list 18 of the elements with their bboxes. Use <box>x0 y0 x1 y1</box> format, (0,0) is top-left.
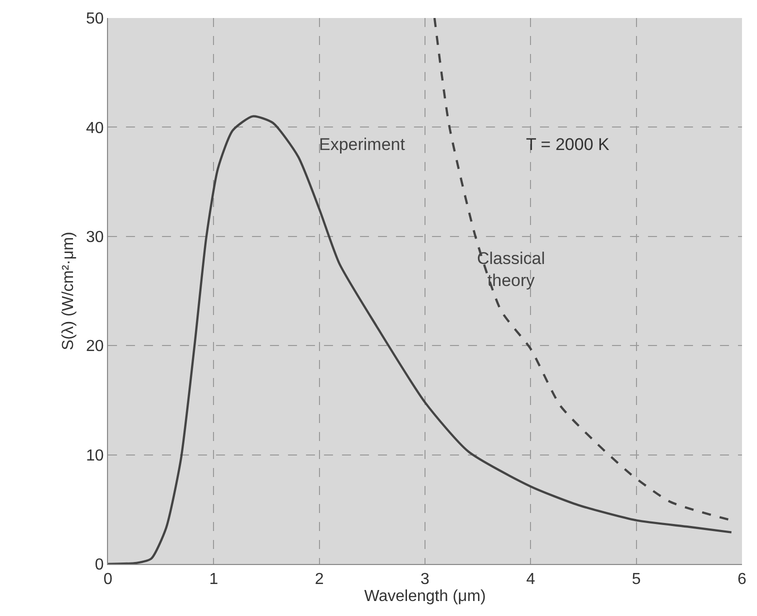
y-tick-label: 50 <box>86 10 104 28</box>
x-tick-label: 2 <box>314 571 324 588</box>
y-tick-label: 40 <box>86 120 104 137</box>
y-tick-label: 30 <box>86 229 104 246</box>
x-tick-label: 3 <box>420 571 430 588</box>
x-tick-label: 6 <box>738 571 747 588</box>
y-tick-label: 10 <box>86 447 104 464</box>
line-series <box>108 115 733 564</box>
x-tick-label: 1 <box>209 571 218 588</box>
annotation: T = 2000 K <box>526 135 610 154</box>
y-axis-title: S(λ) (W/cm²·μm) <box>60 232 77 350</box>
series-label: Experiment <box>319 135 406 154</box>
y-tick-label: 0 <box>94 556 104 574</box>
y-tick-label: 20 <box>86 338 104 356</box>
x-axis-title: Wavelength (μm) <box>364 588 486 606</box>
series-label: Classical theory <box>477 249 546 290</box>
x-tick-label: 5 <box>632 571 641 588</box>
x-tick-label: 4 <box>526 571 536 588</box>
